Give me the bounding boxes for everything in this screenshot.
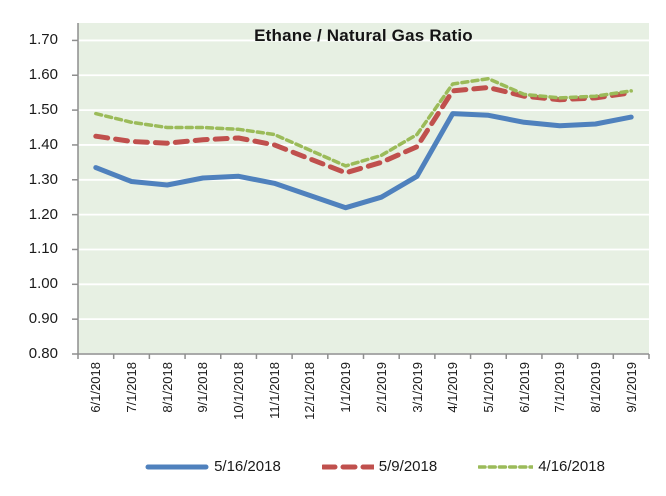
legend-item-red-series: 5/9/2018 <box>321 458 438 475</box>
x-tick-label: 2/1/2019 <box>373 362 389 413</box>
legend-label: 4/16/2018 <box>538 458 605 475</box>
x-tick-label: 6/1/2019 <box>516 362 532 413</box>
green-dotted-line-swatch <box>478 464 534 469</box>
legend-item-green-series: 4/16/2018 <box>478 458 605 475</box>
x-tick-label: 6/1/2018 <box>88 362 104 413</box>
series-line-4/16/2018 <box>94 76 633 168</box>
legend: 5/16/2018 5/9/2018 4/16/2018 <box>42 458 666 475</box>
y-tick-label: 0.80 <box>28 345 58 362</box>
x-tick-label: 4/1/2019 <box>445 362 461 413</box>
y-tick-label: 0.90 <box>28 310 58 328</box>
x-tick-label: 9/1/2019 <box>623 362 639 413</box>
x-tick-label: 12/1/2018 <box>302 362 318 420</box>
y-tick-label: 1.10 <box>28 240 58 258</box>
x-tick-label: 3/1/2019 <box>409 362 425 413</box>
y-tick-label: 1.50 <box>28 101 58 119</box>
red-dashed-line-swatch <box>321 464 374 469</box>
x-tick-label: 11/1/2018 <box>266 362 282 419</box>
series-line-5/9/2018 <box>93 85 634 176</box>
y-tick-label: 1.60 <box>28 66 58 84</box>
y-tick-label: 1.40 <box>28 135 58 153</box>
x-tick-label: 1/1/2019 <box>338 362 354 413</box>
x-tick-label: 9/1/2018 <box>195 362 211 413</box>
y-tick-label: 1.00 <box>28 275 58 293</box>
blue-solid-line-swatch <box>145 464 209 469</box>
x-tick-label: 8/1/2019 <box>587 362 603 413</box>
legend-item-blue-series: 5/16/2018 <box>145 458 281 475</box>
x-tick-label: 8/1/2018 <box>159 362 175 413</box>
x-tick-label: 10/1/2018 <box>231 362 247 420</box>
series-line-5/16/2018 <box>93 111 634 211</box>
x-tick-label: 7/1/2018 <box>124 362 140 413</box>
legend-label: 5/9/2018 <box>378 458 438 475</box>
x-tick-label: 5/1/2019 <box>480 362 496 413</box>
y-tick-label: 1.30 <box>28 170 58 188</box>
x-tick-label: 7/1/2019 <box>552 362 568 413</box>
y-tick-label: 1.70 <box>28 31 58 49</box>
legend-label: 5/16/2018 <box>214 458 281 475</box>
y-tick-label: 1.20 <box>28 205 58 223</box>
